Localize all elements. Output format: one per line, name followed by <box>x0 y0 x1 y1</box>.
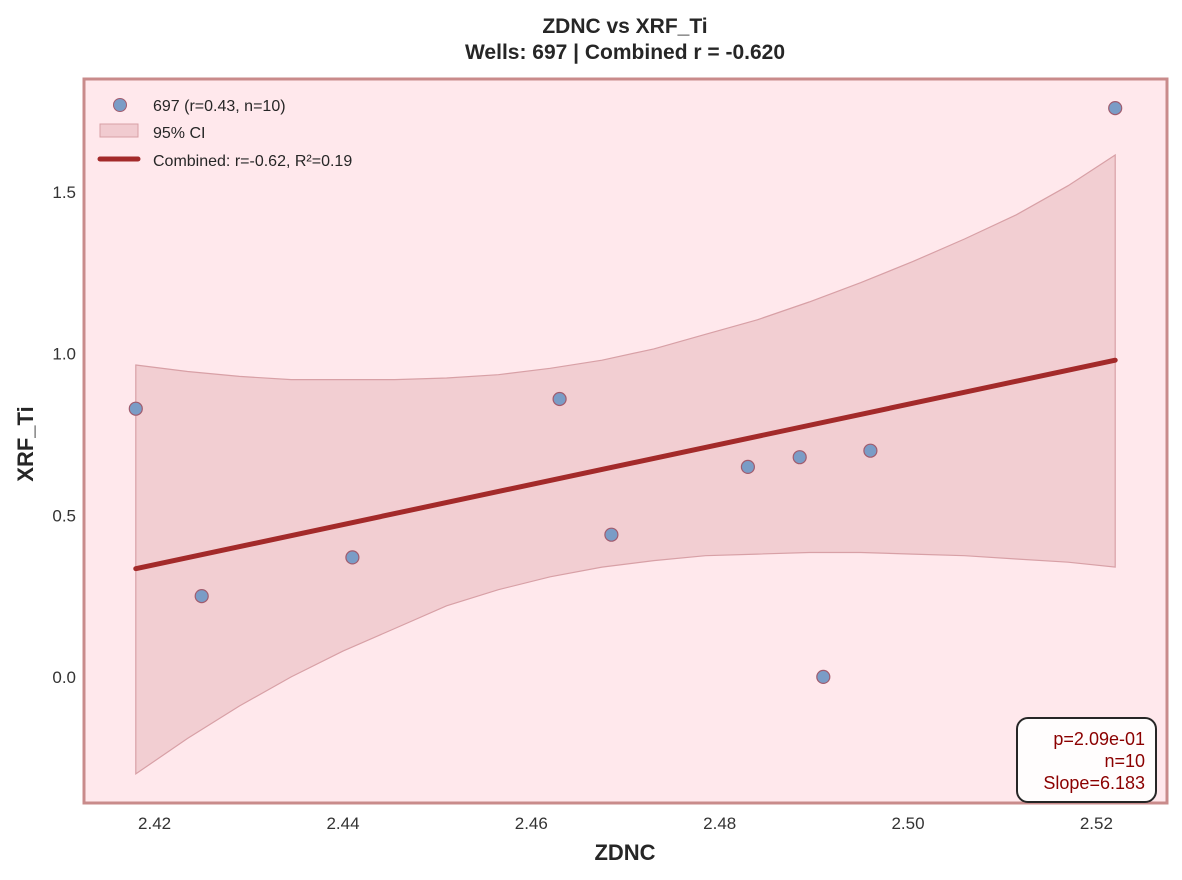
y-tick-label: 0.5 <box>52 506 76 525</box>
x-axis-label: ZDNC <box>594 840 655 865</box>
y-axis-ticks: 0.0 0.5 1.0 1.5 <box>52 183 76 687</box>
chart-subtitle: Wells: 697 | Combined r = -0.620 <box>465 41 785 64</box>
legend-label-points: 697 (r=0.43, n=10) <box>153 98 286 115</box>
x-tick-label: 2.48 <box>703 814 736 833</box>
points-layer <box>128 100 1123 685</box>
legend-label-fit: Combined: r=-0.62, R²=0.19 <box>153 153 352 170</box>
stats-box: p=2.09e-01 n=10 Slope=6.183 <box>1016 717 1157 803</box>
data-point <box>740 459 756 474</box>
x-tick-label: 2.52 <box>1080 814 1113 833</box>
data-point <box>863 443 878 458</box>
legend-band-swatch <box>99 123 139 138</box>
x-axis-ticks: 2.42 2.44 2.46 2.48 2.50 2.52 <box>138 814 1113 833</box>
y-tick-label: 1.0 <box>52 345 76 364</box>
data-point <box>792 450 807 465</box>
fit-line-layer <box>133 357 1118 572</box>
stats-p-value: p=2.09e-01 <box>1053 729 1145 749</box>
chart-title: ZDNC vs XRF_Ti <box>542 15 707 38</box>
data-point <box>816 669 831 685</box>
legend: 697 (r=0.43, n=10) 95% CI Combined: r=-0… <box>97 98 352 170</box>
y-axis-label: XRF_Ti <box>13 406 38 481</box>
legend-label-ci: 95% CI <box>153 125 205 142</box>
x-tick-label: 2.44 <box>326 814 359 833</box>
plot-frame <box>82 77 1169 805</box>
data-point <box>128 401 143 416</box>
data-point <box>552 391 567 407</box>
fit-line <box>133 357 1118 572</box>
x-tick-label: 2.42 <box>138 814 171 833</box>
x-tick-label: 2.46 <box>515 814 548 833</box>
stats-box-background <box>1016 717 1157 803</box>
data-point <box>345 550 360 565</box>
y-tick-label: 0.0 <box>52 668 76 687</box>
x-tick-label: 2.50 <box>891 814 924 833</box>
stats-n: n=10 <box>1104 751 1145 771</box>
legend-point-marker <box>113 98 127 112</box>
y-tick-label: 1.5 <box>52 183 76 202</box>
data-point <box>194 588 209 604</box>
data-point <box>1108 100 1123 116</box>
data-point <box>604 527 619 542</box>
stats-slope: Slope=6.183 <box>1043 773 1145 793</box>
